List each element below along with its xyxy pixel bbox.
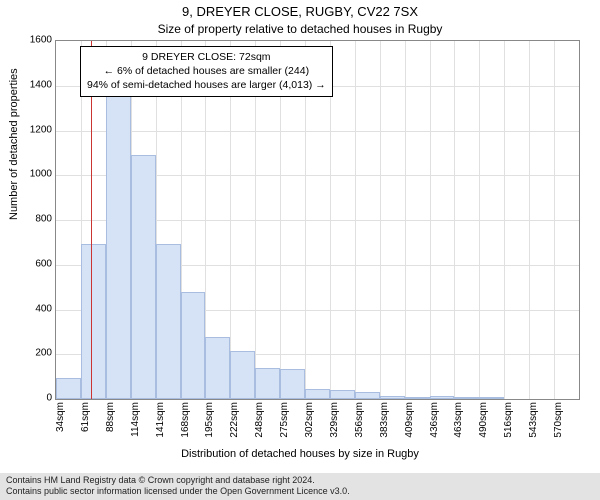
bar — [156, 244, 181, 400]
grid-v — [355, 41, 356, 399]
bar — [380, 396, 405, 399]
ytick: 400 — [8, 303, 52, 314]
bar — [479, 397, 504, 399]
xtick: 409sqm — [404, 402, 415, 442]
plot-area: 9 DREYER CLOSE: 72sqm← 6% of detached ho… — [55, 40, 580, 400]
chart-frame: 9, DREYER CLOSE, RUGBY, CV22 7SX Size of… — [0, 0, 600, 500]
ytick: 800 — [8, 214, 52, 225]
bar — [181, 292, 206, 399]
bar — [430, 396, 455, 399]
bar — [230, 351, 255, 399]
grid-v — [479, 41, 480, 399]
xtick: 490sqm — [478, 402, 489, 442]
xtick: 88sqm — [105, 402, 116, 442]
grid-v — [504, 41, 505, 399]
bar — [454, 397, 479, 399]
xtick: 61sqm — [80, 402, 91, 442]
bar — [280, 369, 305, 399]
grid-v — [405, 41, 406, 399]
grid-v — [554, 41, 555, 399]
bar — [81, 244, 106, 400]
ytick: 1000 — [8, 169, 52, 180]
annotation-line: 9 DREYER CLOSE: 72sqm — [87, 50, 326, 64]
bar — [305, 389, 330, 399]
bar — [205, 337, 230, 399]
annotation-line: ← 6% of detached houses are smaller (244… — [87, 64, 326, 78]
ytick: 1200 — [8, 124, 52, 135]
bar — [56, 378, 81, 399]
xtick: 168sqm — [180, 402, 191, 442]
y-axis-label: Number of detached properties — [8, 68, 20, 220]
xtick: 114sqm — [130, 402, 141, 442]
grid-v — [380, 41, 381, 399]
xtick: 543sqm — [528, 402, 539, 442]
grid-h — [56, 131, 579, 132]
bar — [405, 397, 430, 399]
xtick: 275sqm — [279, 402, 290, 442]
bar — [131, 155, 156, 399]
xtick: 329sqm — [329, 402, 340, 442]
x-axis-label: Distribution of detached houses by size … — [0, 448, 600, 460]
annotation-line: 94% of semi-detached houses are larger (… — [87, 78, 326, 92]
xtick: 463sqm — [453, 402, 464, 442]
xtick: 516sqm — [503, 402, 514, 442]
bar — [255, 368, 280, 399]
xtick: 222sqm — [229, 402, 240, 442]
footer: Contains HM Land Registry data © Crown c… — [0, 473, 600, 500]
footer-line-1: Contains HM Land Registry data © Crown c… — [6, 475, 594, 486]
bar — [106, 88, 131, 399]
xtick: 356sqm — [354, 402, 365, 442]
bar — [330, 390, 355, 399]
xtick: 383sqm — [379, 402, 390, 442]
ytick: 200 — [8, 348, 52, 359]
title-sub: Size of property relative to detached ho… — [0, 22, 600, 36]
ytick: 1600 — [8, 35, 52, 46]
grid-v — [454, 41, 455, 399]
xtick: 34sqm — [55, 402, 66, 442]
xtick: 302sqm — [304, 402, 315, 442]
ytick: 600 — [8, 258, 52, 269]
xtick: 141sqm — [155, 402, 166, 442]
xtick: 248sqm — [254, 402, 265, 442]
ytick: 1400 — [8, 79, 52, 90]
footer-line-2: Contains public sector information licen… — [6, 486, 594, 497]
xtick: 570sqm — [553, 402, 564, 442]
bar — [355, 392, 380, 399]
grid-v — [529, 41, 530, 399]
ytick: 0 — [8, 393, 52, 404]
xtick: 436sqm — [429, 402, 440, 442]
xtick: 195sqm — [204, 402, 215, 442]
grid-v — [430, 41, 431, 399]
title-main: 9, DREYER CLOSE, RUGBY, CV22 7SX — [0, 4, 600, 19]
annotation-box: 9 DREYER CLOSE: 72sqm← 6% of detached ho… — [80, 46, 333, 97]
